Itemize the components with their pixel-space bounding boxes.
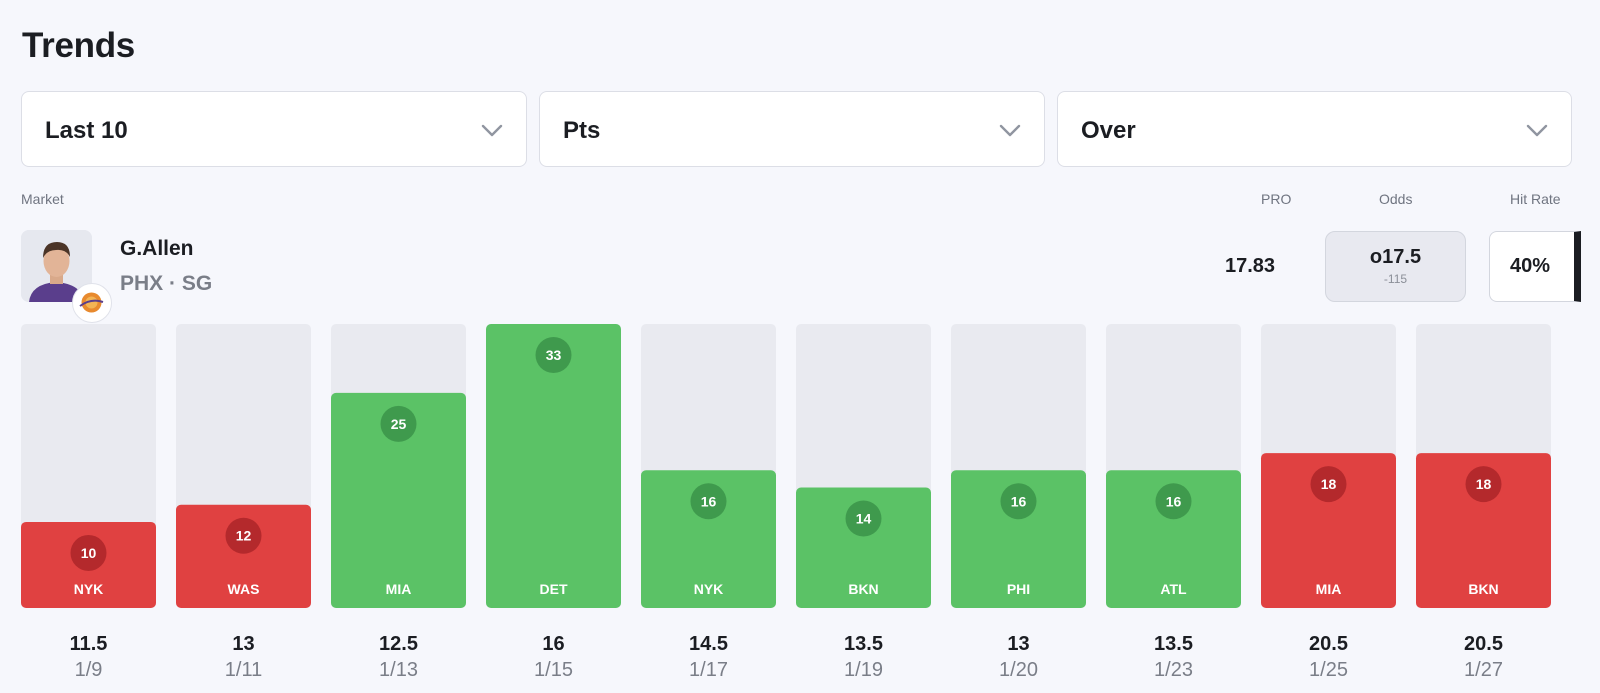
- odds-column-header: Odds: [1379, 191, 1413, 207]
- bar-value-bubble: [1310, 466, 1347, 503]
- bar-opponent-label: MIA: [1316, 581, 1342, 597]
- bar-opponent-label: PHI: [1007, 581, 1030, 597]
- player-team-position: PHX · SG: [120, 272, 213, 295]
- pro-projection-value: 17.83: [1225, 255, 1276, 277]
- bar-opponent-label: DET: [540, 581, 568, 597]
- game-date-label: 1/27: [1464, 659, 1503, 681]
- bar-value-bubble: [380, 405, 417, 442]
- game-date-label: 1/19: [844, 659, 883, 681]
- prop-line-label: 20.5: [1309, 633, 1348, 655]
- stat-type-select[interactable]: Pts: [539, 91, 1045, 167]
- bar-value-bubble: [845, 500, 882, 537]
- prop-line-label: 16: [542, 633, 564, 655]
- suns-logo-icon: [79, 292, 104, 313]
- bar[interactable]: [486, 324, 621, 608]
- hit-rate-box: 40%: [1489, 231, 1581, 302]
- prop-line-label: 12.5: [379, 633, 418, 655]
- bar-value-bubble: [1465, 466, 1502, 503]
- stat-type-value: Pts: [563, 117, 601, 144]
- filter-bar: Last 10 Pts Over: [21, 91, 1572, 167]
- bar[interactable]: [176, 504, 311, 608]
- avatar: [21, 230, 92, 302]
- odds-line: o17.5: [1369, 246, 1422, 268]
- team-logo: [72, 283, 112, 323]
- game-date-label: 1/11: [225, 659, 262, 681]
- bar-value-label: 10: [81, 545, 97, 561]
- chevron-down-icon: [999, 124, 1021, 137]
- chevron-down-icon: [481, 124, 503, 137]
- bar-opponent-label: WAS: [228, 581, 260, 597]
- bar-value-label: 16: [1166, 493, 1182, 509]
- bar-value-bubble: [225, 517, 262, 554]
- bar[interactable]: [796, 487, 931, 608]
- market-column-header: Market: [21, 191, 64, 207]
- game-date-label: 1/20: [999, 659, 1038, 681]
- prop-line-label: 13.5: [1154, 633, 1193, 655]
- bar-value-label: 18: [1476, 476, 1492, 492]
- player-headshot-icon: [21, 230, 92, 302]
- bar[interactable]: [951, 470, 1086, 608]
- odds-price: -115: [1383, 272, 1408, 286]
- player-row[interactable]: G.Allen PHX · SG 17.83 o17.5 -115 40%: [21, 230, 1581, 323]
- prop-line-label: 20.5: [1464, 633, 1503, 655]
- bar[interactable]: [1416, 453, 1551, 608]
- bar[interactable]: [331, 392, 466, 608]
- prop-line-label: 13: [1007, 633, 1029, 655]
- bar-value-bubble: [535, 337, 572, 373]
- game-date-label: 1/13: [379, 659, 418, 681]
- page-title: Trends: [22, 26, 135, 65]
- bar-value-label: 16: [1011, 493, 1027, 509]
- bar-opponent-label: BKN: [848, 581, 878, 597]
- game-date-label: 1/9: [75, 659, 103, 681]
- hit-rate-value: 40%: [1510, 255, 1551, 277]
- prop-line-label: 11.5: [70, 633, 108, 655]
- bar-value-label: 12: [236, 528, 252, 544]
- prop-line-label: 14.5: [689, 633, 728, 655]
- prop-line-label: 13: [232, 633, 254, 655]
- bar-value-bubble: [1155, 483, 1192, 520]
- bar-opponent-label: NYK: [694, 581, 724, 597]
- bar[interactable]: [1106, 470, 1241, 608]
- bar-opponent-label: MIA: [386, 581, 412, 597]
- game-date-label: 1/17: [689, 659, 728, 681]
- games-range-select[interactable]: Last 10: [21, 91, 527, 167]
- bar[interactable]: [1261, 453, 1396, 608]
- hit-rate-column-header: Hit Rate: [1510, 191, 1561, 207]
- bar-value-label: 25: [391, 416, 407, 432]
- bar-value-bubble: [690, 483, 727, 520]
- bar-value-label: 16: [701, 493, 717, 509]
- over-under-select[interactable]: Over: [1057, 91, 1572, 167]
- bar-value-label: 14: [856, 511, 872, 527]
- over-under-value: Over: [1081, 117, 1136, 144]
- bar-value-bubble: [1000, 483, 1037, 520]
- game-date-label: 1/23: [1154, 659, 1193, 681]
- odds-button[interactable]: o17.5 -115: [1325, 231, 1466, 302]
- prop-line-label: 13.5: [844, 633, 883, 655]
- player-name: G.Allen: [120, 237, 194, 260]
- pro-column-header: PRO: [1261, 191, 1292, 207]
- bar-value-label: 18: [1321, 476, 1337, 492]
- bar-opponent-label: NYK: [74, 581, 104, 597]
- chevron-down-icon: [1526, 124, 1548, 137]
- game-date-label: 1/15: [534, 659, 573, 681]
- bar-opponent-label: BKN: [1468, 581, 1498, 597]
- games-range-value: Last 10: [45, 117, 128, 144]
- bar-value-bubble: [70, 534, 107, 571]
- bar-opponent-label: ATL: [1160, 581, 1187, 597]
- bar[interactable]: [641, 470, 776, 608]
- bar-value-label: 33: [546, 347, 562, 363]
- game-date-label: 1/25: [1309, 659, 1348, 681]
